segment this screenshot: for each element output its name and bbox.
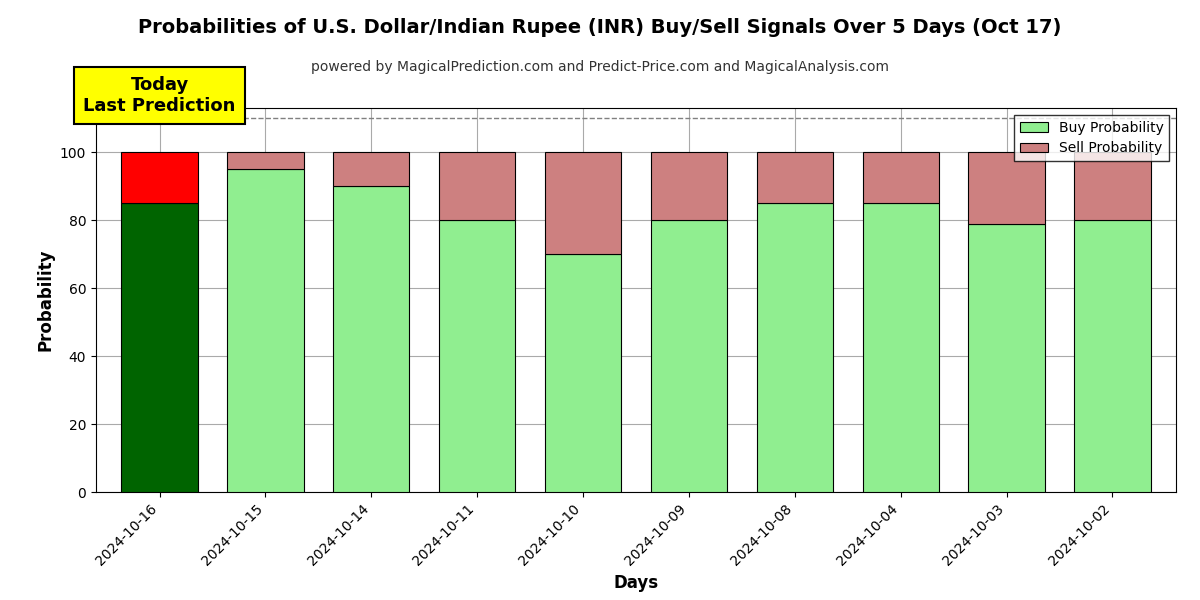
Legend: Buy Probability, Sell Probability: Buy Probability, Sell Probability bbox=[1014, 115, 1169, 161]
Y-axis label: Probability: Probability bbox=[36, 249, 54, 351]
Bar bbox=[968, 224, 1045, 492]
Bar bbox=[650, 220, 727, 492]
Bar bbox=[227, 152, 304, 169]
X-axis label: Days: Days bbox=[613, 574, 659, 592]
Bar bbox=[757, 203, 833, 492]
Bar bbox=[757, 152, 833, 203]
Bar bbox=[1074, 220, 1151, 492]
Text: Probabilities of U.S. Dollar/Indian Rupee (INR) Buy/Sell Signals Over 5 Days (Oc: Probabilities of U.S. Dollar/Indian Rupe… bbox=[138, 18, 1062, 37]
Bar bbox=[650, 152, 727, 220]
Bar bbox=[863, 152, 938, 203]
Bar bbox=[1074, 152, 1151, 220]
Bar bbox=[545, 254, 622, 492]
Bar bbox=[968, 152, 1045, 224]
Bar bbox=[863, 203, 938, 492]
Bar bbox=[121, 203, 198, 492]
Bar bbox=[439, 152, 515, 220]
Text: powered by MagicalPrediction.com and Predict-Price.com and MagicalAnalysis.com: powered by MagicalPrediction.com and Pre… bbox=[311, 60, 889, 74]
Text: Today
Last Prediction: Today Last Prediction bbox=[83, 76, 235, 115]
Bar bbox=[334, 186, 409, 492]
Bar bbox=[334, 152, 409, 186]
Bar bbox=[439, 220, 515, 492]
Bar bbox=[227, 169, 304, 492]
Bar bbox=[545, 152, 622, 254]
Bar bbox=[121, 152, 198, 203]
